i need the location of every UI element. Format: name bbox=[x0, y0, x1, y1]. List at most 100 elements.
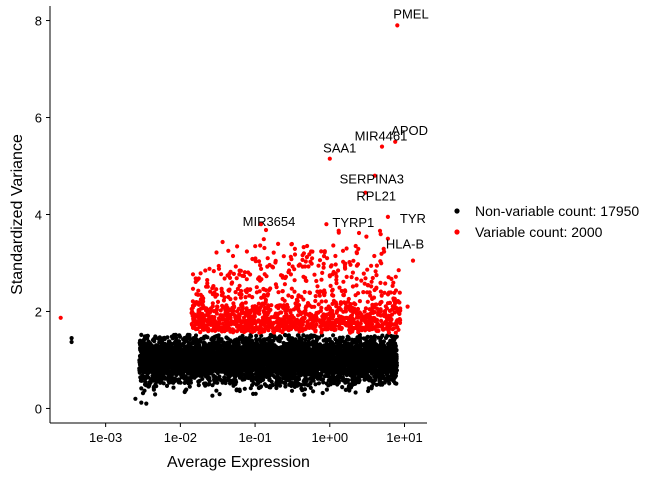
point-nonvariable bbox=[233, 381, 238, 387]
point-nonvariable bbox=[362, 348, 367, 353]
point-nonvariable bbox=[356, 380, 361, 385]
point-nonvariable bbox=[322, 374, 328, 379]
point-nonvariable bbox=[300, 387, 305, 392]
point-nonvariable bbox=[276, 336, 282, 341]
point-nonvariable bbox=[350, 383, 355, 388]
point-nonvariable bbox=[327, 355, 332, 360]
point-nonvariable bbox=[141, 343, 147, 348]
point-nonvariable bbox=[267, 344, 273, 349]
point-nonvariable bbox=[187, 341, 192, 346]
point-nonvariable bbox=[382, 380, 387, 385]
point-nonvariable bbox=[148, 362, 153, 367]
point-nonvariable bbox=[246, 360, 252, 365]
point-nonvariable bbox=[336, 369, 341, 374]
point-nonvariable bbox=[222, 375, 227, 380]
point-nonvariable bbox=[369, 366, 374, 371]
point-nonvariable bbox=[139, 332, 144, 337]
point-nonvariable bbox=[323, 355, 328, 361]
point-nonvariable bbox=[282, 343, 287, 348]
point-nonvariable bbox=[151, 378, 156, 383]
point-nonvariable bbox=[344, 337, 349, 342]
point-nonvariable bbox=[305, 383, 311, 388]
point-nonvariable bbox=[346, 353, 351, 358]
point-nonvariable bbox=[146, 375, 151, 380]
point-nonvariable bbox=[326, 383, 331, 388]
point-nonvariable bbox=[303, 337, 308, 342]
point-nonvariable bbox=[376, 335, 381, 340]
point-nonvariable bbox=[393, 335, 398, 340]
point-nonvariable bbox=[283, 333, 288, 338]
point-nonvariable bbox=[366, 349, 371, 354]
point-nonvariable bbox=[314, 339, 319, 344]
point-nonvariable bbox=[274, 385, 279, 391]
point-nonvariable bbox=[227, 340, 232, 345]
point-nonvariable bbox=[242, 357, 247, 362]
point-nonvariable bbox=[343, 387, 348, 392]
point-nonvariable bbox=[259, 340, 264, 345]
point-nonvariable bbox=[359, 367, 364, 372]
point-nonvariable bbox=[182, 380, 187, 385]
point-nonvariable bbox=[192, 375, 197, 380]
point-nonvariable bbox=[204, 360, 210, 365]
point-nonvariable bbox=[316, 381, 322, 386]
point-nonvariable bbox=[378, 382, 383, 387]
point-nonvariable bbox=[340, 385, 345, 390]
point-nonvariable bbox=[228, 379, 233, 384]
point-nonvariable bbox=[221, 340, 226, 345]
point-nonvariable bbox=[307, 361, 312, 366]
point-nonvariable bbox=[212, 377, 217, 382]
point-nonvariable bbox=[217, 392, 222, 397]
point-nonvariable bbox=[331, 375, 336, 381]
point-nonvariable bbox=[289, 388, 295, 393]
point-nonvariable bbox=[273, 349, 278, 355]
point-nonvariable bbox=[372, 334, 377, 339]
point-nonvariable bbox=[361, 373, 366, 378]
point-nonvariable bbox=[233, 338, 238, 343]
point-nonvariable bbox=[248, 339, 254, 344]
point-nonvariable bbox=[381, 339, 386, 344]
point-nonvariable bbox=[287, 360, 292, 365]
point-nonvariable bbox=[140, 391, 146, 396]
point-nonvariable bbox=[141, 350, 146, 355]
point-nonvariable bbox=[196, 379, 201, 384]
point-nonvariable bbox=[359, 342, 364, 347]
point-nonvariable bbox=[204, 343, 209, 348]
point-nonvariable bbox=[287, 337, 292, 342]
point-nonvariable bbox=[137, 340, 142, 345]
point-nonvariable bbox=[321, 338, 326, 343]
point-nonvariable bbox=[139, 386, 144, 391]
point-nonvariable bbox=[176, 349, 181, 354]
point-nonvariable bbox=[260, 360, 265, 365]
point-nonvariable bbox=[209, 343, 214, 348]
point-nonvariable bbox=[158, 376, 163, 381]
point-nonvariable bbox=[326, 373, 331, 378]
point-nonvariable bbox=[331, 342, 336, 347]
point-nonvariable bbox=[388, 348, 393, 353]
point-nonvariable bbox=[373, 345, 378, 350]
point-nonvariable bbox=[387, 364, 392, 369]
point-nonvariable bbox=[166, 375, 171, 380]
point-nonvariable bbox=[340, 375, 345, 380]
point-nonvariable bbox=[192, 353, 197, 358]
point-nonvariable bbox=[215, 346, 220, 351]
point-nonvariable bbox=[181, 337, 186, 342]
point-nonvariable bbox=[214, 388, 219, 393]
point-nonvariable bbox=[232, 373, 237, 378]
point-nonvariable bbox=[262, 382, 267, 387]
point-nonvariable bbox=[245, 365, 251, 370]
point-nonvariable bbox=[311, 389, 316, 394]
point-nonvariable bbox=[247, 371, 252, 377]
point-nonvariable bbox=[231, 353, 236, 358]
point-nonvariable bbox=[254, 333, 259, 338]
point-nonvariable bbox=[311, 333, 316, 338]
point-nonvariable bbox=[198, 337, 203, 342]
point-nonvariable bbox=[210, 393, 215, 398]
point-nonvariable bbox=[318, 377, 323, 382]
point-nonvariable bbox=[394, 368, 399, 373]
point-nonvariable bbox=[255, 364, 260, 369]
point-nonvariable bbox=[164, 342, 169, 347]
point-nonvariable bbox=[224, 365, 229, 370]
point-nonvariable bbox=[288, 367, 294, 372]
point-cloud bbox=[58, 227, 416, 406]
point-nonvariable bbox=[340, 367, 345, 372]
